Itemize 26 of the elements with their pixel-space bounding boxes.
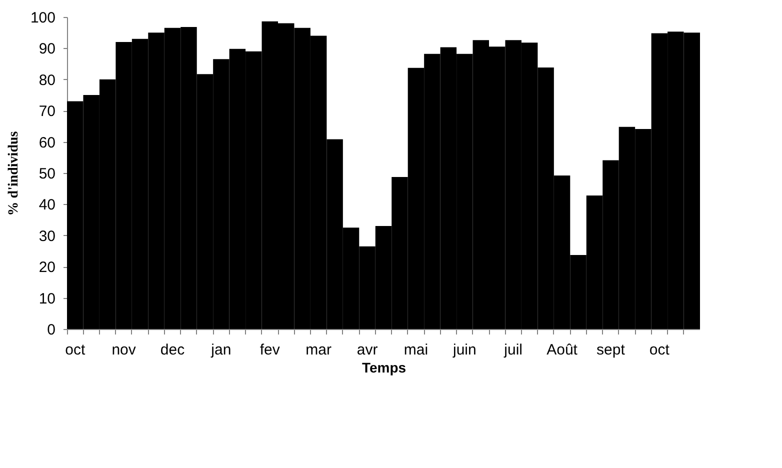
y-tick-label: 50	[38, 166, 56, 182]
y-tick-label: 30	[38, 228, 56, 245]
x-tick-label: sept	[596, 342, 626, 358]
x-tick-label: mai	[404, 342, 428, 358]
x-axis-title: Temps	[362, 360, 406, 376]
x-tick-label: fev	[260, 342, 280, 358]
x-tick-label: mar	[306, 342, 332, 358]
y-tick-label: 40	[38, 196, 56, 214]
x-tick-label: jan	[210, 342, 232, 358]
y-tick-label: 90	[38, 40, 56, 58]
x-tick-label: juil	[503, 342, 523, 358]
x-tick-label: dec	[160, 342, 186, 358]
y-tick-label: 70	[38, 103, 56, 120]
y-tick-label: 60	[38, 134, 56, 152]
x-tick-label: oct	[65, 342, 86, 358]
y-tick-label: 100	[30, 10, 56, 26]
x-tick-label: juin	[452, 342, 476, 358]
y-tick-label: 10	[38, 290, 56, 308]
y-axis-title: % d'individus	[6, 130, 22, 216]
x-tick-label: avr	[356, 342, 378, 358]
y-tick-label: 0	[47, 322, 56, 338]
x-tick-label: Août	[546, 342, 578, 358]
x-tick-label: oct	[649, 342, 670, 358]
y-tick-label: 80	[38, 72, 56, 89]
x-tick-label: nov	[112, 342, 136, 358]
y-tick-label: 20	[38, 259, 56, 276]
